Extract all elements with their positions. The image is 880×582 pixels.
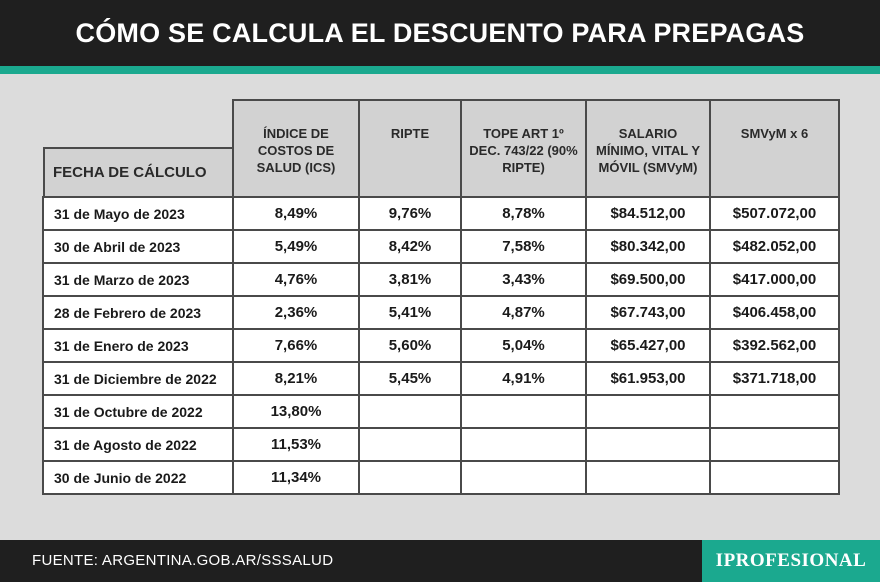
cell-fecha: 31 de Octubre de 2022 <box>42 394 234 429</box>
discount-table: FECHA DE CÁLCULO ÍNDICE DE COSTOS DE SAL… <box>42 99 840 495</box>
table-row: 31 de Agosto de 2022 11,53% <box>42 427 840 462</box>
cell-smvym: $67.743,00 <box>585 295 711 330</box>
cell-ripte <box>358 427 462 462</box>
data-table-container: FECHA DE CÁLCULO ÍNDICE DE COSTOS DE SAL… <box>42 99 840 495</box>
cell-ripte: 5,60% <box>358 328 462 363</box>
cell-smvym6: $406.458,00 <box>709 295 840 330</box>
cell-ripte <box>358 460 462 495</box>
header-ripte: RIPTE <box>358 99 462 198</box>
cell-smvym <box>585 394 711 429</box>
footer-bar: FUENTE: ARGENTINA.GOB.AR/SSSALUD IPROFES… <box>0 540 880 582</box>
cell-tope: 4,91% <box>460 361 587 396</box>
cell-smvym6: $507.072,00 <box>709 196 840 231</box>
cell-smvym6: $392.562,00 <box>709 328 840 363</box>
cell-ics: 5,49% <box>232 229 360 264</box>
cell-fecha: 28 de Febrero de 2023 <box>42 295 234 330</box>
header-tope: TOPE ART 1º DEC. 743/22 (90% RIPTE) <box>460 99 587 198</box>
table-row: 31 de Mayo de 2023 8,49% 9,76% 8,78% $84.512… <box>42 196 840 231</box>
table-row: 31 de Enero de 2023 7,66% 5,60% 5,04% $65.42… <box>42 328 840 363</box>
header-ics: ÍNDICE DE COSTOS DE SALUD (ICS) <box>232 99 360 198</box>
cell-ics: 13,80% <box>232 394 360 429</box>
cell-ripte: 9,76% <box>358 196 462 231</box>
cell-fecha: 31 de Marzo de 2023 <box>42 262 234 297</box>
cell-ripte: 5,45% <box>358 361 462 396</box>
cell-fecha: 31 de Enero de 2023 <box>42 328 234 363</box>
table-row: 30 de Abril de 2023 5,49% 8,42% 7,58% $80.34… <box>42 229 840 264</box>
cell-smvym: $65.427,00 <box>585 328 711 363</box>
iprofesional-logo: IPROFESIONAL <box>702 540 880 582</box>
cell-fecha: 31 de Diciembre de 2022 <box>42 361 234 396</box>
cell-smvym <box>585 460 711 495</box>
table-body: 31 de Mayo de 2023 8,49% 9,76% 8,78% $84.512… <box>42 196 840 495</box>
cell-smvym6: $417.000,00 <box>709 262 840 297</box>
cell-ripte: 5,41% <box>358 295 462 330</box>
header-smvym-x6: SMVyM x 6 <box>709 99 840 198</box>
cell-tope <box>460 427 587 462</box>
cell-smvym: $69.500,00 <box>585 262 711 297</box>
cell-fecha: 31 de Agosto de 2022 <box>42 427 234 462</box>
cell-ripte: 8,42% <box>358 229 462 264</box>
cell-smvym6 <box>709 394 840 429</box>
cell-fecha: 31 de Mayo de 2023 <box>42 196 234 231</box>
table-row: 30 de Junio de 2022 11,34% <box>42 460 840 495</box>
cell-ics: 7,66% <box>232 328 360 363</box>
cell-smvym: $84.512,00 <box>585 196 711 231</box>
cell-ics: 11,34% <box>232 460 360 495</box>
cell-tope <box>460 460 587 495</box>
cell-smvym6: $482.052,00 <box>709 229 840 264</box>
table-header-row: FECHA DE CÁLCULO ÍNDICE DE COSTOS DE SAL… <box>43 99 840 198</box>
cell-fecha: 30 de Junio de 2022 <box>42 460 234 495</box>
cell-tope: 7,58% <box>460 229 587 264</box>
cell-tope: 5,04% <box>460 328 587 363</box>
cell-ics: 2,36% <box>232 295 360 330</box>
table-row: 31 de Octubre de 2022 13,80% <box>42 394 840 429</box>
cell-ics: 11,53% <box>232 427 360 462</box>
source-credit: FUENTE: ARGENTINA.GOB.AR/SSSALUD <box>32 552 334 569</box>
cell-ics: 8,49% <box>232 196 360 231</box>
cell-ics: 4,76% <box>232 262 360 297</box>
cell-tope: 8,78% <box>460 196 587 231</box>
cell-smvym: $61.953,00 <box>585 361 711 396</box>
header-fecha-label: FECHA DE CÁLCULO <box>43 147 232 196</box>
table-row: 31 de Marzo de 2023 4,76% 3,81% 3,43% $69.50… <box>42 262 840 297</box>
table-row: 31 de Diciembre de 2022 8,21% 5,45% 4,91% $6… <box>42 361 840 396</box>
cell-fecha: 30 de Abril de 2023 <box>42 229 234 264</box>
header-fecha: FECHA DE CÁLCULO <box>43 100 234 198</box>
cell-ics: 8,21% <box>232 361 360 396</box>
cell-ripte: 3,81% <box>358 262 462 297</box>
page-title: CÓMO SE CALCULA EL DESCUENTO PARA PREPAG… <box>75 17 805 48</box>
cell-smvym6 <box>709 460 840 495</box>
header-bar: CÓMO SE CALCULA EL DESCUENTO PARA PREPAG… <box>0 0 880 66</box>
cell-tope: 3,43% <box>460 262 587 297</box>
table-row: 28 de Febrero de 2023 2,36% 5,41% 4,87% $67.… <box>42 295 840 330</box>
cell-smvym: $80.342,00 <box>585 229 711 264</box>
cell-tope: 4,87% <box>460 295 587 330</box>
cell-smvym6 <box>709 427 840 462</box>
cell-tope <box>460 394 587 429</box>
cell-smvym <box>585 427 711 462</box>
cell-ripte <box>358 394 462 429</box>
cell-smvym6: $371.718,00 <box>709 361 840 396</box>
accent-divider <box>0 66 880 74</box>
header-smvym: SALARIO MÍNIMO, VITAL Y MÓVIL (SMVyM) <box>585 99 711 198</box>
